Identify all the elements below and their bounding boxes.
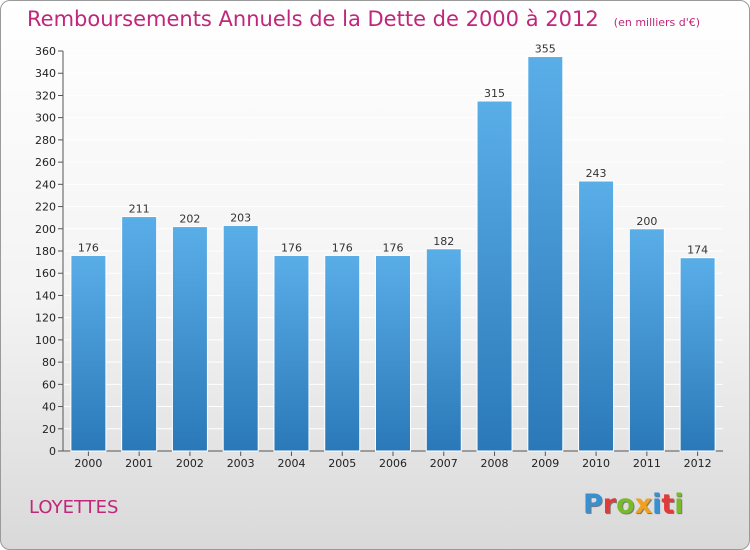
x-tick-label: 2002 [176,457,204,470]
y-tick-label: 160 [35,267,56,280]
bar [222,224,259,452]
proxiti-logo: Proxiti [583,489,684,520]
y-tick-label: 340 [35,67,56,80]
chart-title-main: Remboursements Annuels de la Dette de 20… [27,7,599,31]
x-tick-label: 2008 [481,457,509,470]
x-tick-label: 2009 [531,457,559,470]
bar-value-label: 211 [129,203,150,216]
x-tick-label: 2004 [277,457,305,470]
x-tick-label: 2000 [74,457,102,470]
x-tick-label: 2012 [684,457,712,470]
bar-value-label: 355 [535,43,556,56]
bar-value-label: 202 [179,213,200,226]
bar-value-label: 176 [78,241,99,254]
y-tick-label: 60 [42,378,56,391]
location-name: LOYETTES [29,497,119,518]
bar [628,228,665,452]
bar [578,180,615,452]
x-tick-label: 2001 [125,457,153,470]
x-tick-label: 2006 [379,457,407,470]
bar-value-label: 182 [433,235,454,248]
bar-value-label: 243 [586,167,607,180]
y-tick-label: 20 [42,423,56,436]
y-tick-label: 40 [42,401,56,414]
x-tick-label: 2003 [227,457,255,470]
bar-value-label: 200 [636,215,657,228]
y-tick-label: 300 [35,112,56,125]
y-tick-label: 280 [35,134,56,147]
x-tick-label: 2011 [633,457,661,470]
chart-unit-note: (en milliers d'€) [613,16,701,29]
logo-letter: r [602,489,617,520]
y-tick-label: 180 [35,245,56,258]
y-tick-label: 80 [42,356,56,369]
logo-letter: P [583,489,603,520]
bar [375,254,411,452]
bar [70,254,107,452]
y-tick-label: 240 [35,178,56,191]
bar-value-label: 174 [687,244,708,257]
bar-labels: 176 211 202 203 176 176 176 182 315 355 243 200 174 [78,43,708,257]
bar-value-label: 176 [281,241,302,254]
bar-value-label: 315 [484,87,505,100]
logo-letter: i [652,489,662,520]
bar [425,248,462,452]
y-tick-label: 320 [35,89,56,102]
y-tick-label: 260 [35,156,56,169]
x-tick-label: 2010 [582,457,610,470]
bar [527,56,564,452]
logo-letter: t [661,489,675,520]
bar [324,254,361,452]
logo-letter: i [674,489,684,520]
y-tick-label: 100 [35,334,56,347]
y-tick-label: 220 [35,201,56,214]
y-tick-label: 0 [49,445,56,458]
logo-letter: x [634,489,653,520]
y-tick-label: 200 [35,223,56,236]
bar [121,216,158,452]
y-tick-label: 120 [35,312,56,325]
logo-letter: o [616,489,635,520]
bar [273,254,310,452]
y-tick-label: 360 [35,45,56,58]
x-tick-label: 2007 [430,457,458,470]
bar [679,257,716,452]
y-tick-label: 140 [35,289,56,302]
bar-value-label: 176 [332,241,353,254]
chart-title: Remboursements Annuels de la Dette de 20… [27,7,700,31]
x-tick-label: 2005 [328,457,356,470]
bar-value-label: 203 [230,211,251,224]
bars [70,56,716,452]
bar-value-label: 176 [383,241,404,254]
bar [476,100,513,452]
bar [171,226,208,452]
